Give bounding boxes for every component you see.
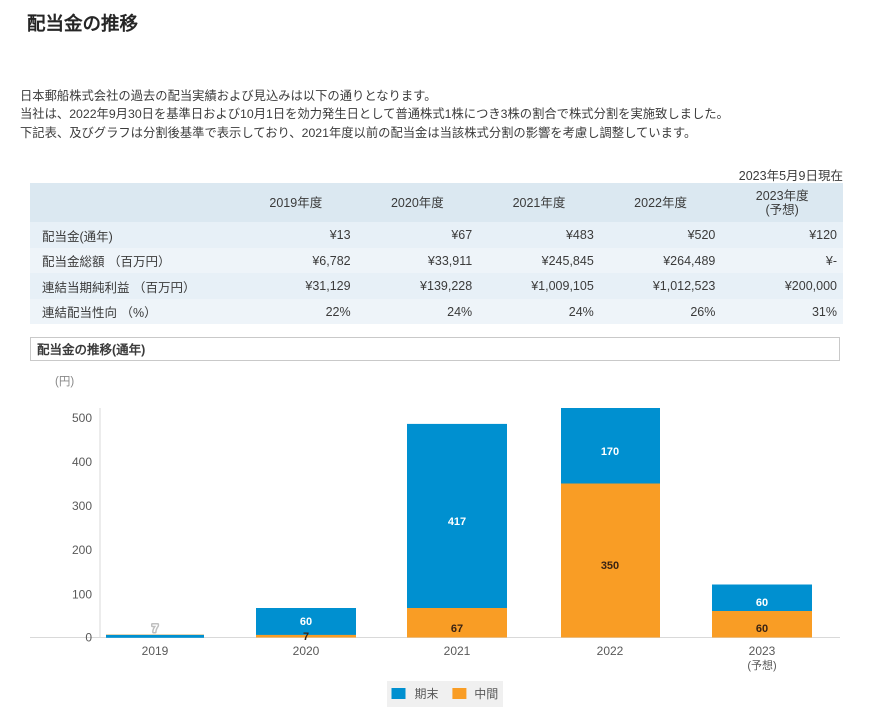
svg-text:60: 60	[300, 616, 312, 628]
svg-text:400: 400	[72, 455, 92, 469]
svg-text:200: 200	[72, 543, 92, 557]
svg-text:2021: 2021	[444, 644, 471, 658]
svg-text:500: 500	[72, 411, 92, 425]
svg-text:2023: 2023	[749, 644, 776, 658]
svg-text:60: 60	[756, 623, 768, 635]
svg-text:2020: 2020	[293, 644, 320, 658]
svg-text:170: 170	[601, 446, 619, 458]
svg-text:(予想): (予想)	[747, 658, 776, 672]
svg-text:60: 60	[756, 597, 768, 609]
svg-text:0: 0	[85, 631, 92, 645]
svg-text:300: 300	[72, 499, 92, 513]
svg-text:417: 417	[448, 516, 466, 528]
svg-text:100: 100	[72, 587, 92, 601]
svg-text:中間: 中間	[474, 686, 498, 701]
svg-text:7: 7	[152, 623, 158, 635]
svg-text:期末: 期末	[415, 687, 439, 701]
svg-text:(円): (円)	[55, 376, 74, 388]
svg-text:2019: 2019	[142, 644, 169, 658]
svg-text:7: 7	[303, 631, 309, 643]
svg-text:2022: 2022	[597, 644, 624, 658]
svg-text:67: 67	[451, 623, 463, 635]
svg-text:350: 350	[601, 560, 619, 572]
